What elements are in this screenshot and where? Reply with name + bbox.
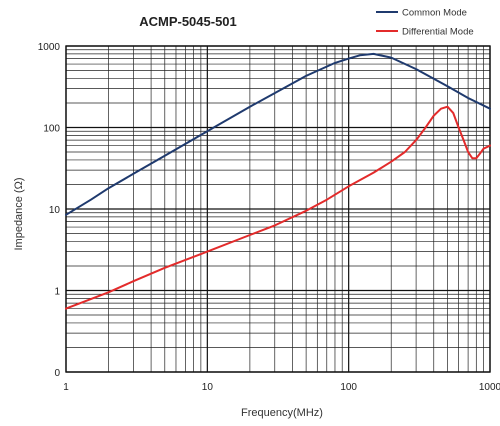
- legend-label-common-mode: Common Mode: [402, 8, 467, 19]
- x-tick-label: 100: [340, 382, 357, 393]
- y-tick-label: 10: [49, 205, 61, 216]
- series-line-differential-mode: [65, 105, 491, 310]
- y-tick-label: 1000: [38, 42, 61, 53]
- legend: Common Mode Differential Mode: [376, 8, 474, 38]
- y-tick-label: 100: [43, 124, 60, 135]
- series-layer: [65, 52, 491, 310]
- plot-frame: [65, 45, 491, 373]
- x-axis-label: Frequency(MHz): [241, 407, 323, 419]
- chart-title: ACMP-5045-501: [139, 14, 237, 29]
- x-tick-label: 1: [63, 382, 69, 393]
- series-line-common-mode: [65, 52, 491, 216]
- x-tick-label: 10: [202, 382, 214, 393]
- y-axis-label: Impedance (Ω): [13, 177, 25, 250]
- x-tick-labels: 1 10 100 1000: [63, 382, 500, 393]
- x-tick-label: 1000: [479, 382, 500, 393]
- legend-label-differential-mode: Differential Mode: [402, 27, 474, 38]
- y-tick-labels: 0 1 10 100 1000: [38, 42, 61, 379]
- y-tick-label: 1: [54, 287, 60, 298]
- y-tick-label: 0: [54, 368, 60, 379]
